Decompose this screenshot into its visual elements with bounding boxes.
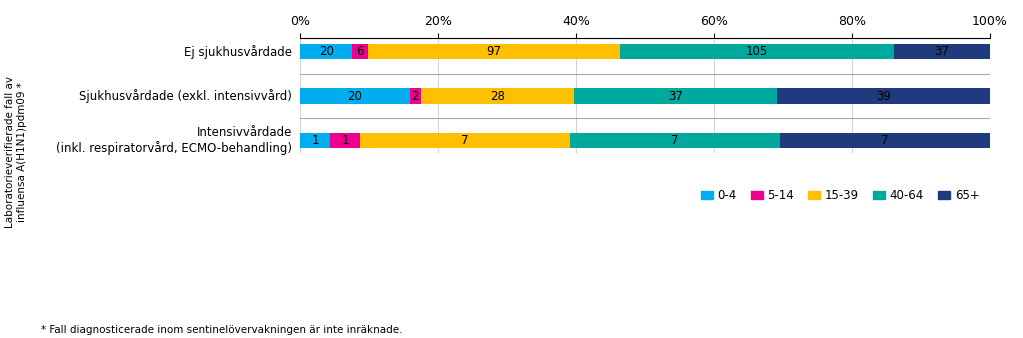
Legend: 0-4, 5-14, 15-39, 40-64, 65+: 0-4, 5-14, 15-39, 40-64, 65+ [697, 185, 984, 207]
Text: 1: 1 [311, 134, 319, 147]
Text: 37: 37 [668, 90, 682, 102]
Bar [420, 89, 574, 104]
Text: 1: 1 [342, 134, 349, 147]
Text: Laboratorieverifierade fall av
influensa A(H1N1)pdm09 *: Laboratorieverifierade fall av influensa… [5, 76, 27, 228]
Text: 6: 6 [356, 45, 364, 58]
Text: 20: 20 [319, 45, 333, 58]
Text: 20: 20 [348, 90, 362, 102]
Bar [352, 44, 368, 59]
Bar [574, 89, 776, 104]
Text: 7: 7 [671, 134, 679, 147]
Text: 2: 2 [411, 90, 419, 102]
Bar [620, 44, 894, 59]
Text: * Fall diagnosticerade inom sentinelövervakningen är inte inräknade.: * Fall diagnosticerade inom sentinelöver… [41, 324, 402, 335]
Text: 97: 97 [487, 45, 501, 58]
Text: 39: 39 [876, 90, 891, 102]
Bar [330, 133, 360, 148]
Bar [360, 133, 570, 148]
Bar [301, 44, 352, 59]
Bar [410, 89, 420, 104]
Bar [894, 44, 990, 59]
Text: 7: 7 [882, 134, 889, 147]
Text: 28: 28 [490, 90, 504, 102]
Bar [781, 133, 990, 148]
Bar [776, 89, 990, 104]
Text: 105: 105 [746, 45, 768, 58]
Bar [301, 89, 410, 104]
Bar [368, 44, 620, 59]
Bar [570, 133, 781, 148]
Bar [301, 133, 330, 148]
Text: 37: 37 [934, 45, 949, 58]
Text: 7: 7 [461, 134, 469, 147]
